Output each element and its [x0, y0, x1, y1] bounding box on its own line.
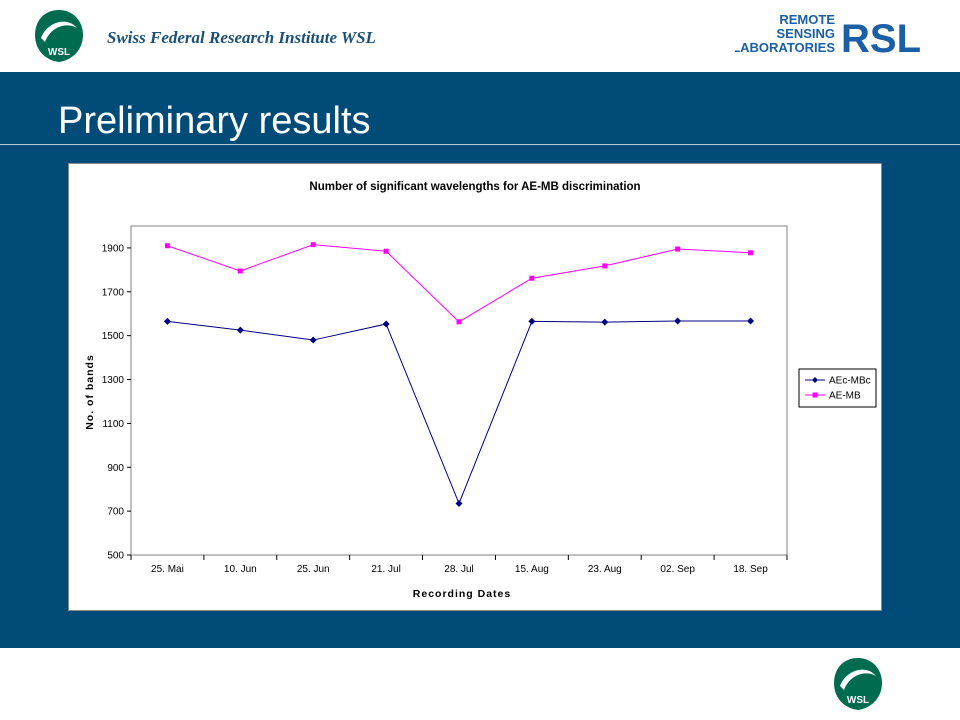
rsl-logo: REMOTE SENSING LABORATORIES RSL [735, 12, 921, 56]
x-tick-label: 23. Aug [588, 564, 622, 575]
data-point [382, 320, 390, 328]
rsl-mark: RSL [841, 17, 921, 56]
legend [798, 368, 877, 408]
chart-title: Number of significant wavelengths for AE… [309, 181, 640, 193]
y-tick-label: 500 [107, 551, 124, 562]
data-point [529, 275, 535, 281]
data-point [237, 268, 243, 274]
legend-marker [812, 392, 818, 398]
y-tick-label: 900 [107, 463, 124, 474]
slide-header: WSL Swiss Federal Research Institute WSL… [0, 0, 960, 72]
x-tick-label: 21. Jul [371, 564, 400, 575]
data-point [602, 263, 608, 269]
data-point [164, 243, 170, 249]
x-tick-label: 10. Jun [224, 564, 257, 575]
chart-area: Number of significant wavelengths for AE… [68, 163, 882, 611]
rsl-line-remote: REMOTE [779, 12, 835, 27]
data-point [601, 318, 609, 326]
x-tick-label: 02. Sep [660, 564, 695, 575]
y-tick-label: 1900 [102, 243, 125, 254]
data-point [310, 242, 316, 248]
y-tick-label: 1100 [102, 419, 124, 430]
wsl-logo: WSL [35, 10, 83, 62]
institute-name: Swiss Federal Research Institute WSL [107, 28, 376, 47]
legend-marker [812, 377, 818, 383]
data-point [747, 317, 755, 325]
x-tick-label: 28. Jul [444, 564, 473, 575]
line-chart: Number of significant wavelengths for AE… [84, 181, 877, 600]
x-tick-label: 25. Jun [297, 564, 330, 575]
data-point [528, 317, 536, 325]
data-point [309, 336, 317, 344]
footer-wsl-logo: WSL [834, 658, 882, 710]
data-point [674, 317, 682, 325]
title-divider [0, 144, 960, 145]
y-tick-label: 1500 [102, 331, 125, 342]
y-axis-label: No. of bands [84, 354, 96, 430]
x-tick-label: 25. Mai [151, 564, 184, 575]
footer-logo-text: WSL [847, 695, 869, 706]
y-tick-label: 1300 [102, 375, 125, 386]
y-tick-label: 700 [107, 507, 124, 518]
data-point [748, 250, 754, 256]
slide-title: Preliminary results [58, 100, 371, 142]
x-tick-label: 18. Sep [733, 564, 768, 575]
data-point [383, 248, 389, 254]
data-point [236, 326, 244, 334]
x-tick-label: 15. Aug [515, 564, 549, 575]
x-axis-label: Recording Dates [413, 588, 511, 600]
rsl-line-laboratories: LABORATORIES [735, 40, 835, 55]
wsl-logo-text: WSL [48, 47, 70, 58]
y-tick-label: 1700 [102, 287, 125, 298]
data-point [163, 317, 171, 325]
legend-label: AEc-MBc [829, 376, 871, 387]
data-point [456, 319, 462, 325]
data-point [675, 246, 681, 252]
legend-label: AE-MB [829, 391, 861, 402]
data-point [455, 499, 463, 507]
rsl-line-sensing: SENSING [776, 26, 835, 41]
